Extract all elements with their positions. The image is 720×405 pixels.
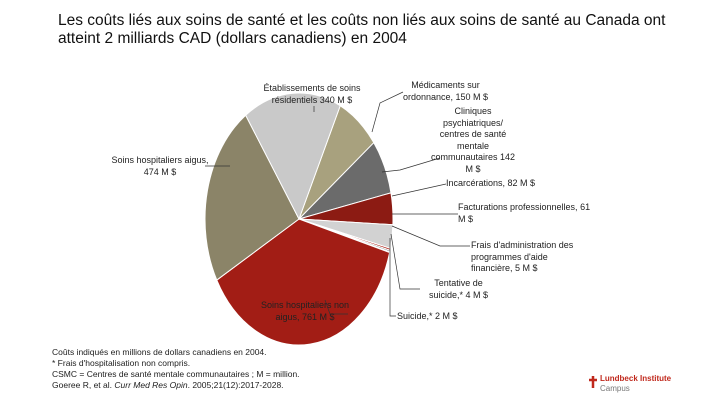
slice-label: Établissements de soins résidentiels 340… [263,83,361,105]
slice-label: Incarcérations, 82 M $ [446,178,536,188]
pie-slice [216,218,391,346]
pie-slice [204,114,300,281]
logo-name: Lundbeck Institute [600,374,672,383]
pie-slice [245,92,341,221]
logo: Lundbeck Institute Campus [589,374,672,394]
footnote: Coûts indiqués en millions de dollars ca… [52,347,267,357]
slice-label: Suicide,* 2 M $ [397,311,458,321]
logo-sub: Campus [600,384,630,393]
leader-lines [205,91,470,317]
footnotes: Coûts indiqués en millions de dollars ca… [52,347,300,391]
footnote: CSMC = Centres de santé mentale communau… [52,369,300,379]
slice-label: Frais d'administration des programmes d'… [471,240,574,273]
logo-icon [589,376,597,388]
slice-label: Médicaments sur ordonnance, 150 M $ [402,80,489,102]
slice-label: Facturations professionnelles, 61 M $ [458,202,591,224]
citation: Goeree R, et al. Curr Med Res Opin. 2005… [52,380,300,391]
slice-label: Soins hospitaliers non aigus, 761 M $ [260,300,350,322]
citation-authors: Goeree R, et al. [52,380,115,390]
title: Les coûts liés aux soins de santé et les… [58,12,666,47]
citation-journal: Curr Med Res Opin [114,380,188,390]
slice-label: Soins hospitaliers aigus, 474 M $ [111,155,209,177]
slice-label: Cliniques psychiatriques/ centres de san… [430,106,516,174]
slice-label: Tentative de suicide,* 4 M $ [428,278,489,300]
footnote: * Frais d'hospitalisation non compris. [52,358,191,368]
citation-ref: . 2005;21(12):2017-2028. [187,380,284,390]
